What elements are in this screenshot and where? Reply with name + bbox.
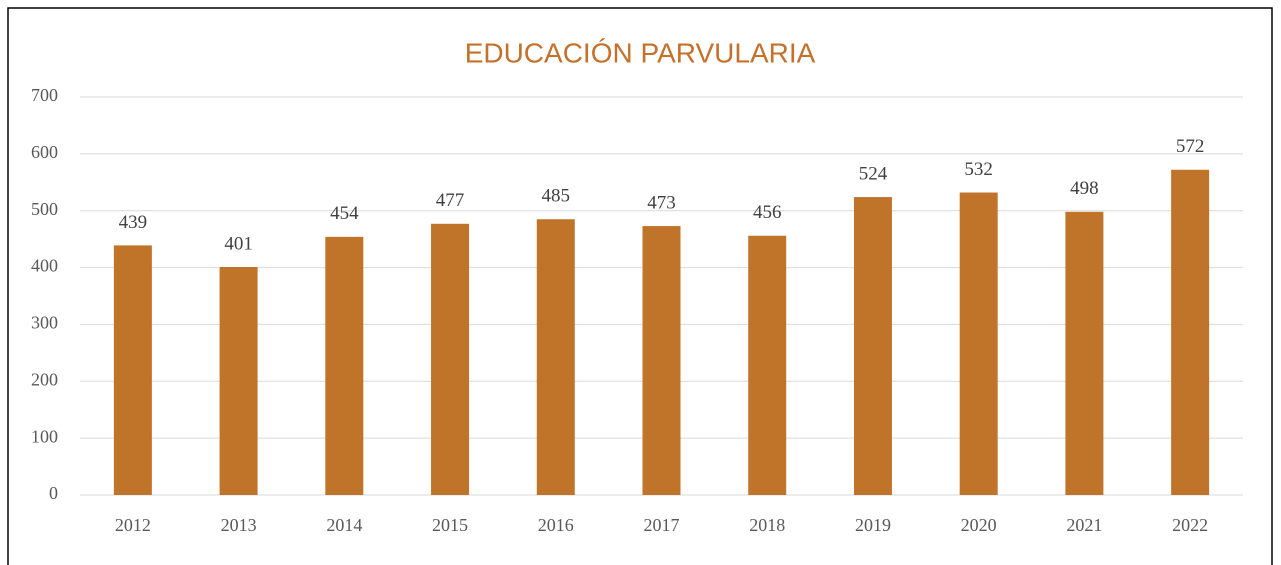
bar [431, 223, 470, 495]
x-tick-label: 2021 [1066, 515, 1102, 535]
data-label: 473 [647, 192, 676, 213]
y-tick-label: 600 [31, 142, 58, 162]
bar [853, 197, 892, 495]
data-label: 477 [436, 190, 465, 211]
chart-border [7, 7, 1273, 565]
bar [113, 245, 152, 495]
y-tick-label: 300 [31, 313, 58, 333]
x-tick-label: 2022 [1172, 515, 1208, 535]
bar [959, 192, 998, 495]
x-tick-label: 2020 [961, 515, 997, 535]
y-tick-label: 100 [31, 426, 58, 446]
x-tick-label: 2019 [855, 515, 891, 535]
chart-title: EDUCACIÓN PARVULARIA [465, 37, 816, 68]
x-tick-label: 2018 [749, 515, 785, 535]
x-tick-label: 2014 [326, 515, 362, 535]
y-tick-label: 500 [31, 199, 58, 219]
x-tick-label: 2012 [115, 515, 151, 535]
y-tick-label: 200 [31, 369, 58, 389]
data-label: 456 [753, 202, 782, 223]
bar [1065, 211, 1104, 495]
bar [219, 267, 258, 495]
bar [748, 235, 787, 495]
data-label: 572 [1176, 136, 1205, 157]
data-label: 401 [224, 233, 253, 254]
data-label: 524 [859, 163, 888, 184]
bar [642, 226, 681, 495]
y-tick-label: 400 [31, 256, 58, 276]
y-tick-label: 0 [49, 483, 58, 503]
bar [1171, 169, 1210, 495]
bar [536, 219, 575, 495]
data-label: 439 [119, 212, 148, 233]
data-label: 498 [1070, 178, 1099, 199]
data-label: 485 [542, 186, 571, 207]
x-tick-label: 2016 [538, 515, 574, 535]
bar [325, 236, 364, 495]
x-tick-label: 2017 [644, 515, 680, 535]
data-label: 532 [964, 159, 993, 180]
x-tick-label: 2015 [432, 515, 468, 535]
x-tick-label: 2013 [221, 515, 257, 535]
data-label: 454 [330, 203, 359, 224]
y-tick-label: 700 [31, 85, 58, 105]
